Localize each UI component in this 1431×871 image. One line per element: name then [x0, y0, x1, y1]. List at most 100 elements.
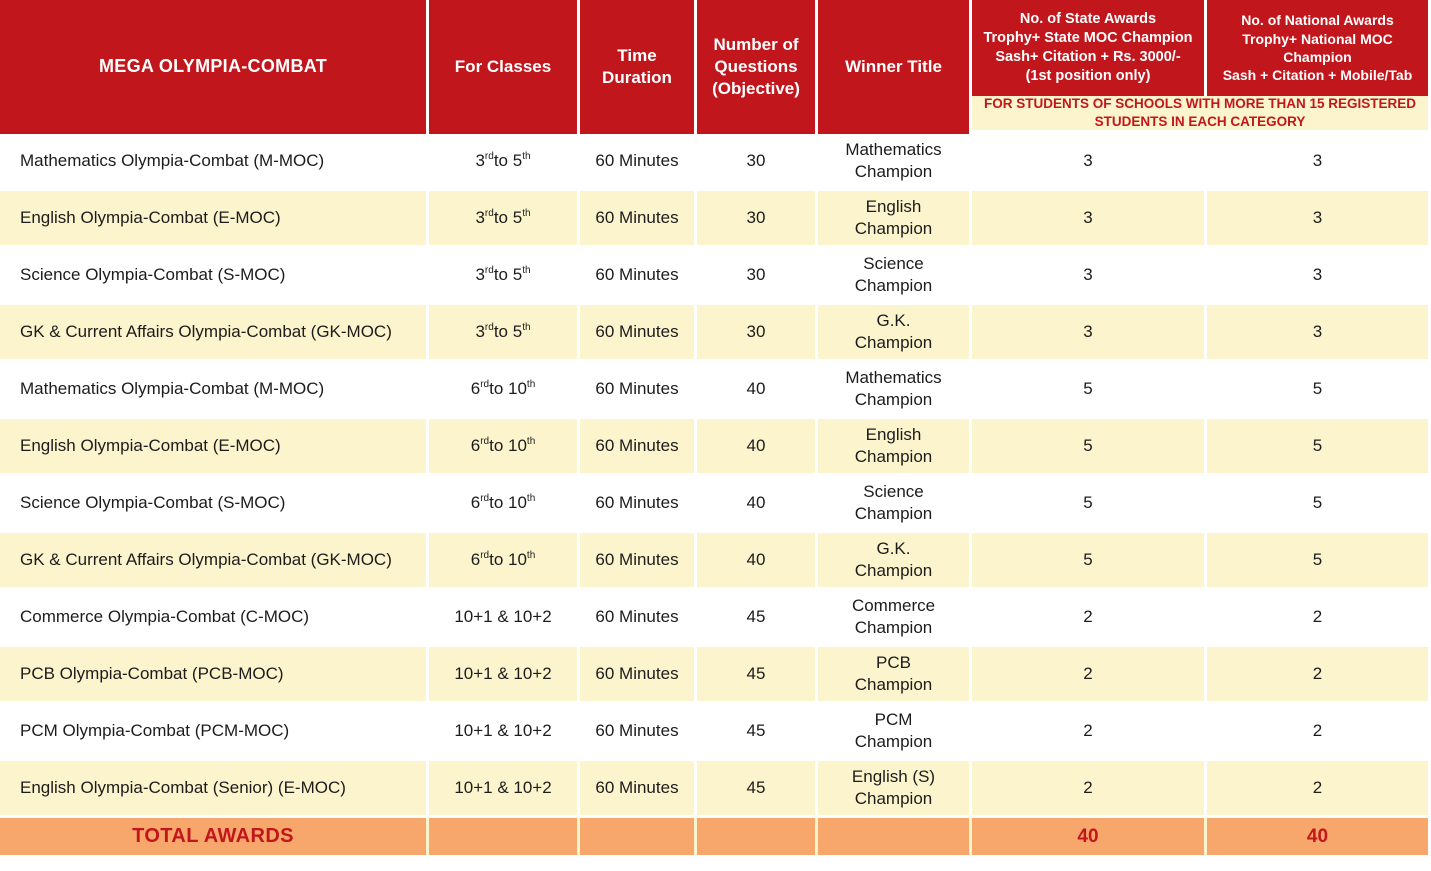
row-state-awards-cell: 2	[972, 704, 1207, 761]
row-duration-cell: 60 Minutes	[580, 248, 697, 305]
total-awards-row: TOTAL AWARDS 40 40	[0, 818, 1431, 855]
header-number-of-questions: Number of Questions (Objective)	[697, 0, 818, 134]
row-winner-title-cell: G.K. Champion	[818, 305, 972, 362]
row-national-awards-cell: 3	[1207, 191, 1431, 248]
row-duration-cell: 60 Minutes	[580, 647, 697, 704]
row-national-awards-cell: 2	[1207, 761, 1431, 818]
table-header: MEGA OLYMPIA-COMBAT For Classes Time Dur…	[0, 0, 1431, 134]
total-awards-label: TOTAL AWARDS	[0, 818, 429, 855]
row-national-awards-cell: 3	[1207, 305, 1431, 362]
row-duration-cell: 60 Minutes	[580, 419, 697, 476]
row-national-awards-cell: 5	[1207, 419, 1431, 476]
row-national-awards-cell: 2	[1207, 647, 1431, 704]
row-state-awards-cell: 2	[972, 590, 1207, 647]
row-duration-cell: 60 Minutes	[580, 134, 697, 191]
row-duration-cell: 60 Minutes	[580, 305, 697, 362]
total-national-awards: 40	[1207, 818, 1431, 855]
row-duration-cell: 60 Minutes	[580, 533, 697, 590]
row-winner-title-cell: Mathematics Champion	[818, 362, 972, 419]
row-state-awards-cell: 3	[972, 191, 1207, 248]
row-duration-cell: 60 Minutes	[580, 362, 697, 419]
row-questions-cell: 40	[697, 476, 818, 533]
row-subject-cell: English Olympia-Combat (E-MOC)	[0, 191, 429, 248]
row-questions-cell: 45	[697, 761, 818, 818]
row-winner-title-cell: English Champion	[818, 419, 972, 476]
row-winner-title-cell: Commerce Champion	[818, 590, 972, 647]
header-for-classes: For Classes	[429, 0, 580, 134]
row-winner-title-cell: English Champion	[818, 191, 972, 248]
row-national-awards-cell: 3	[1207, 248, 1431, 305]
row-subject-cell: Mathematics Olympia-Combat (M-MOC)	[0, 134, 429, 191]
total-empty-cell	[580, 818, 697, 855]
header-mega-olympia-combat: MEGA OLYMPIA-COMBAT	[0, 0, 429, 134]
row-state-awards-cell: 2	[972, 761, 1207, 818]
total-empty-cell	[697, 818, 818, 855]
row-questions-cell: 45	[697, 647, 818, 704]
row-state-awards-cell: 3	[972, 305, 1207, 362]
row-questions-cell: 30	[697, 134, 818, 191]
row-subject-cell: English Olympia-Combat (Senior) (E-MOC)	[0, 761, 429, 818]
row-questions-cell: 40	[697, 419, 818, 476]
row-subject-cell: English Olympia-Combat (E-MOC)	[0, 419, 429, 476]
row-questions-cell: 30	[697, 191, 818, 248]
row-duration-cell: 60 Minutes	[580, 761, 697, 818]
row-winner-title-cell: Science Champion	[818, 248, 972, 305]
row-questions-cell: 40	[697, 533, 818, 590]
header-state-awards: No. of State Awards Trophy+ State MOC Ch…	[972, 0, 1207, 96]
row-subject-cell: Mathematics Olympia-Combat (M-MOC)	[0, 362, 429, 419]
total-empty-cell	[429, 818, 580, 855]
row-winner-title-cell: PCB Champion	[818, 647, 972, 704]
header-winner-title: Winner Title	[818, 0, 972, 134]
row-national-awards-cell: 3	[1207, 134, 1431, 191]
row-classes-cell: 10+1 & 10+2	[429, 647, 580, 704]
row-national-awards-cell: 2	[1207, 704, 1431, 761]
row-duration-cell: 60 Minutes	[580, 590, 697, 647]
row-winner-title-cell: English (S) Champion	[818, 761, 972, 818]
row-national-awards-cell: 5	[1207, 533, 1431, 590]
row-subject-cell: Science Olympia-Combat (S-MOC)	[0, 248, 429, 305]
awards-eligibility-note: FOR STUDENTS OF SCHOOLS WITH MORE THAN 1…	[972, 96, 1431, 130]
total-state-awards: 40	[972, 818, 1207, 855]
row-questions-cell: 45	[697, 590, 818, 647]
row-winner-title-cell: G.K. Champion	[818, 533, 972, 590]
row-national-awards-cell: 2	[1207, 590, 1431, 647]
row-subject-cell: Commerce Olympia-Combat (C-MOC)	[0, 590, 429, 647]
row-state-awards-cell: 5	[972, 533, 1207, 590]
row-state-awards-cell: 5	[972, 476, 1207, 533]
row-subject-cell: PCB Olympia-Combat (PCB-MOC)	[0, 647, 429, 704]
total-empty-cell	[818, 818, 972, 855]
row-subject-cell: GK & Current Affairs Olympia-Combat (GK-…	[0, 305, 429, 362]
row-state-awards-cell: 3	[972, 248, 1207, 305]
row-state-awards-cell: 3	[972, 134, 1207, 191]
header-spacer	[972, 130, 1431, 134]
row-classes-cell: 10+1 & 10+2	[429, 761, 580, 818]
row-national-awards-cell: 5	[1207, 476, 1431, 533]
row-winner-title-cell: PCM Champion	[818, 704, 972, 761]
row-state-awards-cell: 5	[972, 419, 1207, 476]
row-winner-title-cell: Science Champion	[818, 476, 972, 533]
row-state-awards-cell: 5	[972, 362, 1207, 419]
row-winner-title-cell: Mathematics Champion	[818, 134, 972, 191]
row-classes-cell: 10+1 & 10+2	[429, 704, 580, 761]
header-time-duration: Time Duration	[580, 0, 697, 134]
row-state-awards-cell: 2	[972, 647, 1207, 704]
row-questions-cell: 40	[697, 362, 818, 419]
row-duration-cell: 60 Minutes	[580, 704, 697, 761]
row-national-awards-cell: 5	[1207, 362, 1431, 419]
row-subject-cell: Science Olympia-Combat (S-MOC)	[0, 476, 429, 533]
row-duration-cell: 60 Minutes	[580, 476, 697, 533]
row-subject-cell: GK & Current Affairs Olympia-Combat (GK-…	[0, 533, 429, 590]
row-questions-cell: 30	[697, 248, 818, 305]
row-subject-cell: PCM Olympia-Combat (PCM-MOC)	[0, 704, 429, 761]
row-questions-cell: 30	[697, 305, 818, 362]
